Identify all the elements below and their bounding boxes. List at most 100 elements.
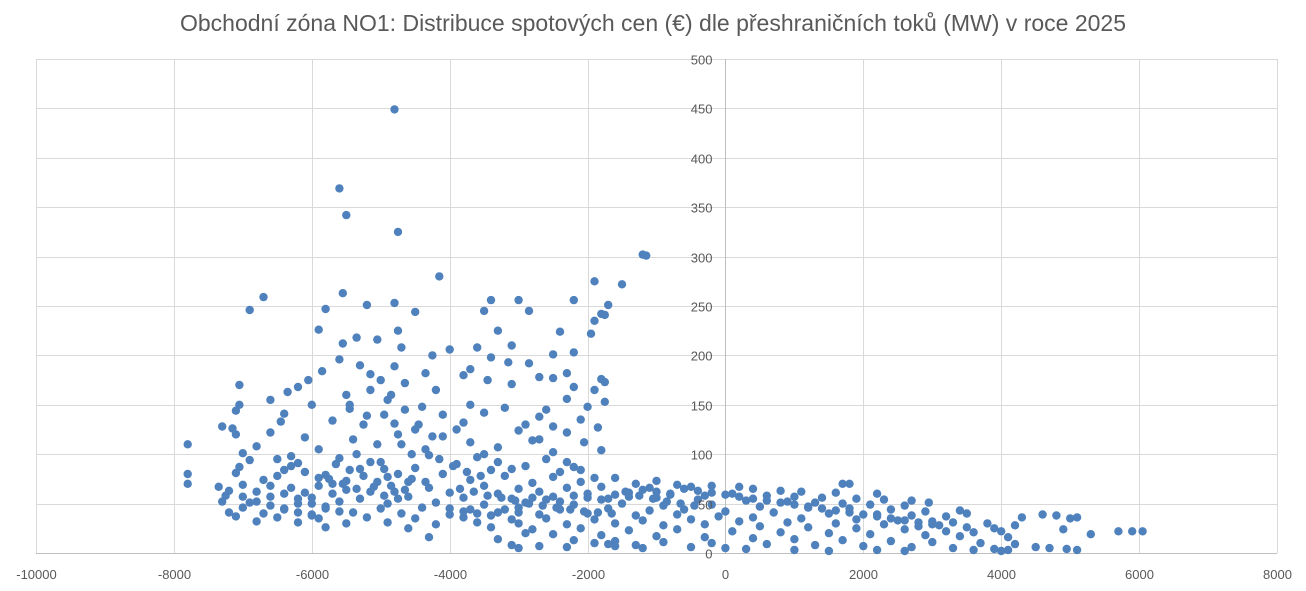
data-point [659, 521, 668, 530]
data-point [790, 492, 799, 501]
data-point [479, 408, 489, 417]
data-point [459, 371, 468, 380]
data-point [224, 508, 234, 517]
data-point [783, 518, 792, 527]
data-point [231, 512, 241, 521]
data-point [314, 473, 323, 483]
data-point [252, 487, 261, 496]
data-point [1138, 527, 1147, 536]
data-point [610, 541, 620, 551]
data-point [266, 481, 275, 490]
data-point [514, 295, 523, 305]
data-point [638, 485, 647, 494]
data-point [700, 520, 709, 529]
data-point [362, 300, 372, 310]
data-point [483, 375, 492, 385]
data-point [373, 477, 382, 487]
data-point [466, 365, 475, 374]
data-point [652, 532, 661, 541]
data-point [280, 489, 289, 498]
data-point [473, 343, 482, 352]
data-point [417, 402, 427, 411]
data-point [548, 492, 558, 501]
data-point [590, 385, 599, 395]
data-point [600, 310, 609, 320]
data-point [935, 521, 944, 530]
data-point [638, 516, 647, 525]
data-point [321, 504, 330, 513]
data-point [845, 508, 854, 517]
data-point [955, 506, 965, 515]
y-tick-label: 100 [691, 448, 713, 463]
data-point [435, 454, 444, 464]
data-point [307, 511, 316, 520]
data-point [521, 420, 530, 429]
data-point [280, 409, 289, 418]
data-point [386, 481, 396, 490]
data-point [493, 535, 503, 544]
data-point [307, 493, 316, 502]
data-point [638, 543, 647, 553]
data-point [459, 493, 468, 502]
data-point [414, 420, 423, 429]
data-point [307, 499, 316, 508]
data-point [610, 473, 620, 483]
data-point [769, 508, 778, 517]
data-point [900, 501, 909, 510]
data-point [507, 379, 516, 389]
data-point [466, 505, 475, 514]
data-point [569, 536, 578, 545]
data-point [352, 333, 361, 342]
data-point [1114, 527, 1123, 536]
data-point [335, 507, 344, 516]
data-point [183, 440, 192, 449]
data-point [562, 457, 572, 467]
data-point [555, 327, 565, 336]
data-point [383, 499, 392, 508]
data-point [528, 525, 537, 534]
data-point [872, 545, 882, 555]
data-point [335, 355, 344, 364]
data-point [383, 518, 392, 527]
y-tick-label: 400 [691, 152, 713, 167]
data-point [348, 508, 358, 517]
data-point [252, 497, 261, 506]
data-point [293, 458, 303, 468]
data-point [521, 461, 530, 471]
data-point [245, 498, 254, 507]
data-point [600, 397, 609, 406]
data-point [810, 540, 820, 550]
data-point [866, 500, 875, 509]
data-point [776, 528, 785, 537]
data-point [607, 509, 616, 518]
data-point [748, 513, 758, 522]
data-point [507, 540, 516, 550]
data-point [421, 445, 430, 454]
data-point [1031, 542, 1040, 552]
data-point [593, 423, 603, 432]
data-point [259, 509, 268, 518]
data-point [362, 513, 372, 522]
data-point [921, 507, 930, 516]
data-point [1072, 513, 1082, 522]
data-point [666, 489, 675, 498]
data-point [542, 454, 551, 464]
data-point [748, 534, 758, 543]
data-point [900, 546, 909, 556]
data-point [776, 486, 785, 495]
data-point [1052, 511, 1061, 520]
data-point [431, 520, 441, 529]
data-point [314, 325, 323, 334]
data-point [462, 467, 472, 477]
data-point [431, 385, 441, 395]
data-point [417, 503, 427, 512]
data-point [331, 459, 341, 469]
data-point [776, 498, 785, 507]
data-points [183, 105, 1147, 556]
data-point [293, 494, 303, 503]
data-point [741, 544, 751, 554]
data-point [266, 501, 275, 510]
data-point [479, 450, 489, 459]
data-point [659, 537, 668, 547]
data-point [500, 471, 509, 481]
